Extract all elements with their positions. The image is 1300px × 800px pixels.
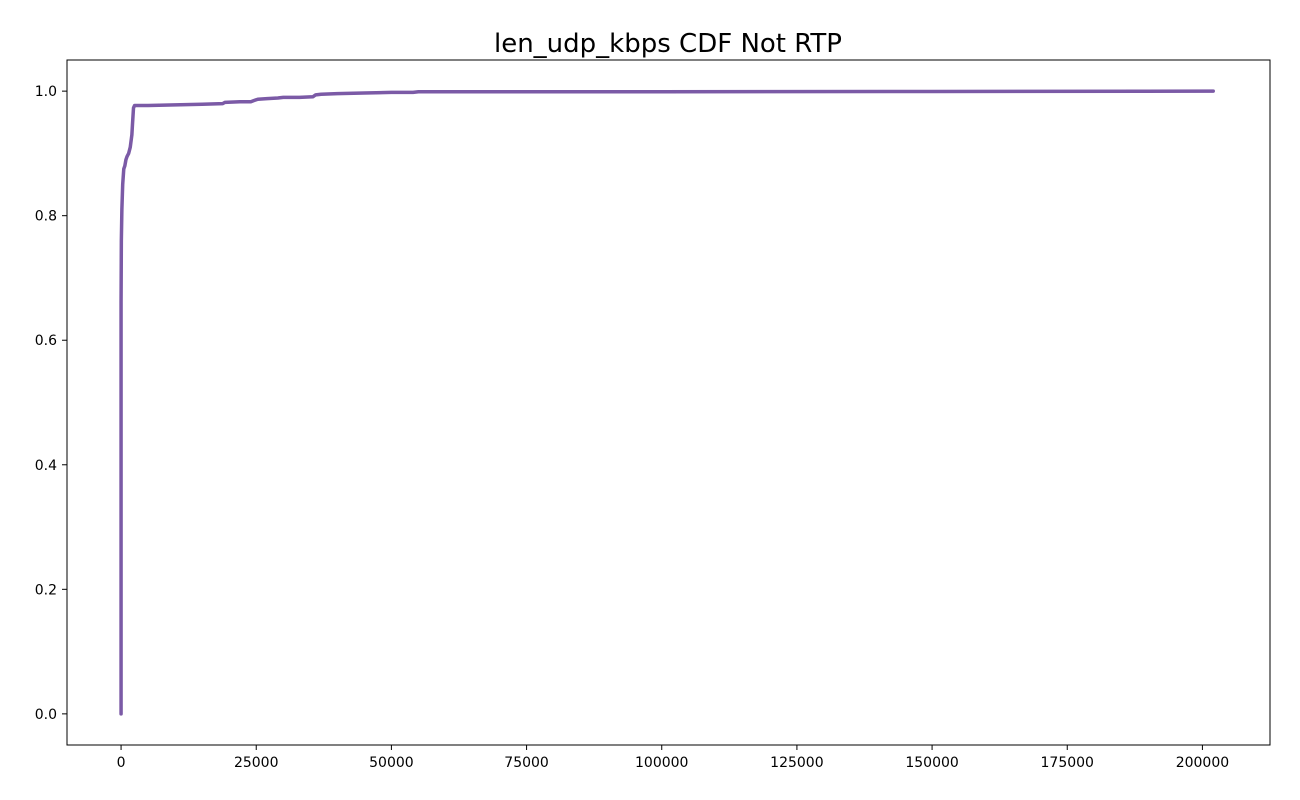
y-axis: 0.0 0.2 0.4 0.6 0.8 1.0 xyxy=(35,84,67,723)
x-tick-label: 175000 xyxy=(1041,755,1094,771)
x-tick-label: 125000 xyxy=(770,755,823,771)
x-tick-label: 200000 xyxy=(1176,755,1229,771)
y-tick-label: 0.2 xyxy=(35,582,57,598)
y-tick-label: 0.0 xyxy=(35,707,57,723)
plot-area xyxy=(119,89,1215,716)
y-tick-label: 0.6 xyxy=(35,333,57,349)
y-tick-label: 1.0 xyxy=(35,84,57,100)
x-tick-label: 150000 xyxy=(905,755,958,771)
x-tick-label: 50000 xyxy=(369,755,414,771)
y-tick-label: 0.8 xyxy=(35,209,57,225)
plot-frame xyxy=(66,59,1271,746)
cdf-line-0 xyxy=(119,89,1215,716)
x-tick-label: 100000 xyxy=(635,755,688,771)
x-axis: 0 25000 50000 75000 100000 125000 150000 175000… xyxy=(117,745,1229,771)
x-tick-label: 0 xyxy=(117,755,126,771)
x-tick-label: 75000 xyxy=(504,755,549,771)
chart-title: len_udp_kbps CDF Not RTP xyxy=(494,29,842,59)
x-tick-label: 25000 xyxy=(234,755,279,771)
y-tick-label: 0.4 xyxy=(35,458,57,474)
